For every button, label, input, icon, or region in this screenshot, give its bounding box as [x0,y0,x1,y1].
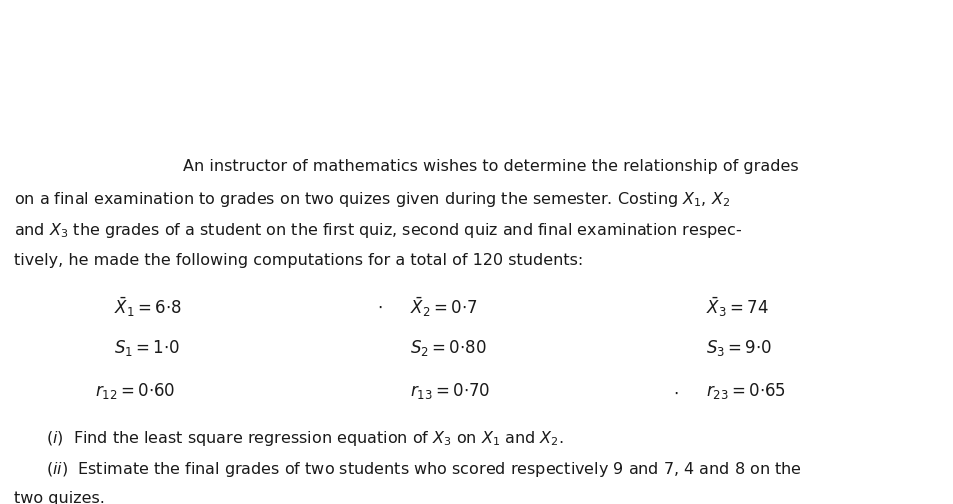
Text: tively, he made the following computations for a total of 120 students:: tively, he made the following computatio… [14,253,583,268]
Text: $\cdot$: $\cdot$ [376,298,382,316]
Text: An instructor of mathematics wishes to determine the relationship of grades: An instructor of mathematics wishes to d… [183,159,799,174]
Text: $S_3 = 9{\cdot}0$: $S_3 = 9{\cdot}0$ [705,338,771,358]
Text: $r_{23} = 0{\cdot}65$: $r_{23} = 0{\cdot}65$ [705,381,785,401]
Text: and $X_3$ the grades of a student on the first quiz, second quiz and final exami: and $X_3$ the grades of a student on the… [14,221,741,240]
Text: $S_2 = 0{\cdot}80$: $S_2 = 0{\cdot}80$ [410,338,486,358]
Text: $r_{12} = 0{\cdot}60$: $r_{12} = 0{\cdot}60$ [95,381,175,401]
Text: two quizes.: two quizes. [14,491,105,504]
Text: ($i$)  Find the least square regression equation of $X_3$ on $X_1$ and $X_2$.: ($i$) Find the least square regression e… [46,429,563,448]
Text: $\bar{X}_3 = 74$: $\bar{X}_3 = 74$ [705,295,768,319]
Text: ($ii$)  Estimate the final grades of two students who scored respectively 9 and : ($ii$) Estimate the final grades of two … [46,460,801,479]
Text: $\bar{X}_2 = 0{\cdot}7$: $\bar{X}_2 = 0{\cdot}7$ [410,295,477,319]
Text: $r_{13} = 0{\cdot}70$: $r_{13} = 0{\cdot}70$ [410,381,490,401]
Text: $\bar{X}_1 = 6{\cdot}8$: $\bar{X}_1 = 6{\cdot}8$ [114,295,182,319]
Text: $\cdot$: $\cdot$ [672,384,678,402]
Text: on a final examination to grades on two quizes given during the semester. Costin: on a final examination to grades on two … [14,190,730,209]
Text: $S_1 = 1{\cdot}0$: $S_1 = 1{\cdot}0$ [114,338,180,358]
